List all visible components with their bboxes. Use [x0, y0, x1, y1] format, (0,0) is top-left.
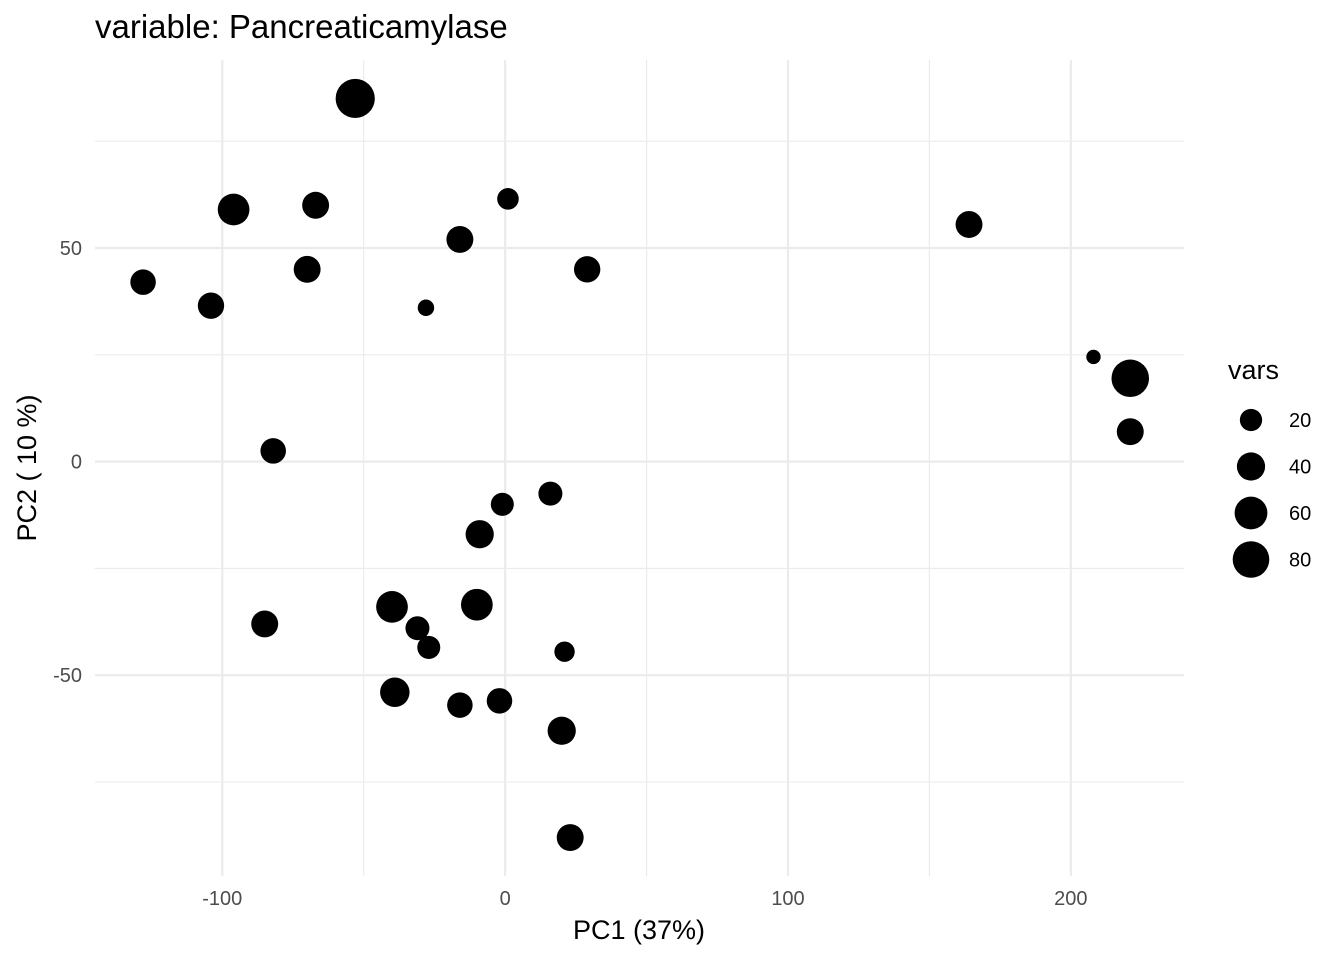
data-point [335, 78, 375, 119]
data-point [130, 269, 156, 295]
data-point [1116, 418, 1144, 446]
data-point [1111, 359, 1150, 398]
legend-key-point [1234, 496, 1268, 530]
legend-label: 80 [1289, 550, 1311, 572]
x-tick-label: 200 [1054, 888, 1087, 910]
data-point [486, 688, 513, 714]
minor-gridlines [95, 60, 1184, 876]
x-tick-label: -100 [202, 888, 242, 910]
chart-title: variable: Pancreaticamylase [95, 8, 508, 45]
size-legend: vars 20 40 60 80 [1228, 355, 1311, 578]
data-point [417, 299, 435, 317]
y-tick-label: 0 [71, 452, 82, 474]
data-point [497, 188, 519, 210]
data-point [251, 610, 279, 638]
tick-labels: -100 0 100 200 -50 0 50 [53, 238, 1087, 910]
data-point [217, 193, 250, 226]
legend-label: 20 [1289, 410, 1311, 432]
data-point [490, 492, 514, 516]
y-tick-label: -50 [53, 665, 82, 687]
x-tick-label: 100 [771, 888, 804, 910]
legend-label: 60 [1289, 503, 1311, 525]
data-point [417, 635, 441, 659]
data-point [460, 588, 493, 621]
legend-key-point [1232, 541, 1270, 578]
data-point [405, 616, 430, 641]
data-point [554, 641, 575, 662]
legend-key-point [1236, 452, 1266, 481]
data-point [538, 481, 563, 506]
y-axis-title: PC2 ( 10 %) [12, 394, 42, 541]
data-point [573, 256, 601, 283]
major-gridlines [95, 60, 1184, 876]
legend-key-point [1239, 408, 1263, 432]
data-point [376, 590, 408, 623]
data-point [447, 692, 473, 718]
legend-label: 40 [1289, 457, 1311, 479]
data-points [130, 78, 1150, 852]
data-point [302, 191, 330, 219]
data-point [955, 211, 983, 238]
data-point [556, 824, 584, 852]
data-point [260, 438, 286, 464]
data-point [197, 292, 225, 319]
data-point [465, 520, 494, 549]
data-point [293, 255, 321, 283]
data-point [1086, 349, 1101, 365]
data-point [380, 677, 410, 708]
x-axis-title: PC1 (37%) [573, 915, 705, 945]
y-tick-label: 50 [60, 238, 82, 260]
legend-title: vars [1228, 355, 1279, 385]
data-point [547, 716, 576, 745]
x-tick-label: 0 [500, 888, 511, 910]
data-point [446, 225, 474, 253]
